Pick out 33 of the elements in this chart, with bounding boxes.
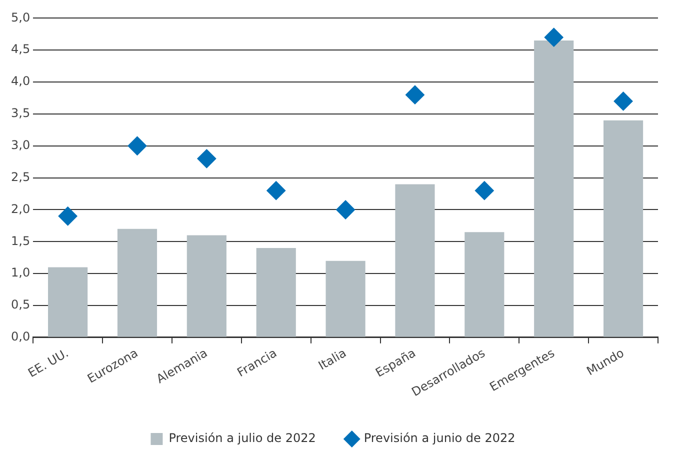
y-tick-label: 3,5 [10, 106, 30, 120]
bar [48, 267, 88, 337]
x-tick-label: Italia [316, 346, 349, 373]
bar [395, 184, 435, 337]
bar [603, 120, 644, 337]
point [197, 149, 216, 168]
bar [534, 40, 574, 337]
y-tick-label: 4,0 [10, 74, 30, 88]
y-tick-label: 4,5 [10, 42, 30, 56]
legend-label: Previsión a junio de 2022 [364, 431, 516, 446]
y-tick-label: 0,5 [10, 298, 30, 312]
point [474, 181, 494, 200]
bar [117, 228, 158, 337]
point [544, 28, 564, 47]
bar [464, 232, 504, 337]
y-tick-label: 2,0 [10, 202, 30, 216]
y-tick-label: 3,0 [10, 138, 30, 152]
x-tick-label: EE. UU. [26, 346, 71, 380]
point [266, 181, 286, 200]
point [336, 200, 356, 220]
point [405, 85, 424, 104]
y-tick-label: 1,0 [10, 266, 30, 280]
y-tick-label: 2,5 [10, 170, 30, 184]
y-tick-label: 5,0 [10, 10, 30, 24]
y-tick-label: 1,5 [10, 234, 30, 248]
y-tick-label: 0,0 [10, 330, 30, 344]
point [614, 92, 633, 111]
bar [326, 260, 366, 337]
point [128, 136, 147, 156]
bar [256, 248, 296, 337]
point [58, 206, 78, 226]
legend-label: Previsión a julio de 2022 [168, 431, 316, 446]
bar [186, 235, 226, 337]
